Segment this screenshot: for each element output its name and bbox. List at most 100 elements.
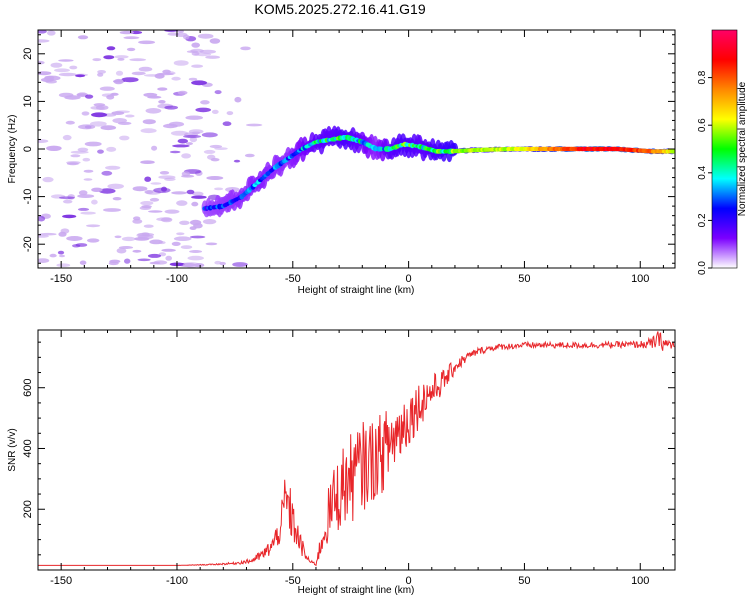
- spectrogram-noise-blob: [245, 123, 263, 127]
- spectrogram-noise-blob: [169, 150, 181, 154]
- spectrogram-noise-blob: [161, 248, 176, 252]
- spectrogram-noise-blob: [232, 262, 248, 267]
- spectrogram-noise-blob: [114, 55, 129, 59]
- snr-y-label: SNR (v/v): [7, 428, 18, 471]
- spectrogram-noise-blob: [182, 262, 201, 268]
- spectrogram-noise-blob: [171, 241, 181, 246]
- spectrogram-ridge-core: [671, 149, 675, 154]
- spectrogram-noise-blob: [91, 187, 103, 192]
- spectrogram-noise-blob: [119, 30, 134, 35]
- spectrogram-noise-blob: [191, 42, 200, 48]
- spectrogram-noise-blob: [132, 219, 143, 224]
- spectrogram-noise-blob: [189, 136, 198, 143]
- colorbar-gradient: [712, 30, 737, 268]
- spectrogram-noise-blob: [70, 154, 81, 158]
- spectrogram-noise-blob: [156, 217, 172, 222]
- spectrogram-noise-blob: [206, 176, 224, 180]
- spectrogram-noise-blob: [38, 39, 50, 43]
- spectrogram-noise-blob: [125, 114, 135, 118]
- spectrogram-noise-blob: [113, 78, 124, 85]
- spectrogram-noise-blob: [186, 142, 193, 146]
- spectrogram-noise-blob: [82, 157, 91, 162]
- spectrogram-noise-blob: [85, 94, 94, 99]
- spectrogram-noise-blob: [226, 111, 234, 116]
- colorbar-ticks: 0.0 0.2 0.4 0.6 0.8: [697, 70, 712, 275]
- spectrogram-noise-blob: [140, 160, 155, 164]
- spectrogram-noise-blob: [38, 60, 45, 65]
- spectrogram-noise-blob: [186, 189, 195, 195]
- colorbar-tick-label: 0.2: [697, 213, 708, 227]
- spectrogram-x-tick-label: -100: [166, 273, 188, 285]
- spectrogram-noise-blob: [107, 183, 124, 189]
- spectrogram-noise-blob: [80, 211, 96, 215]
- spectrogram-noise-blob: [149, 239, 163, 245]
- spectrogram-noise-blob: [131, 71, 146, 76]
- snr-x-tick-label: 50: [518, 575, 530, 587]
- spectrogram-noise-blob: [78, 190, 88, 196]
- spectrogram-noise-blob: [189, 226, 197, 231]
- spectrogram-noise-blob: [117, 58, 125, 61]
- spectrogram-noise-blob: [189, 235, 206, 239]
- spectrogram-noise-blob: [138, 40, 156, 45]
- spectrogram-noise-blob: [185, 115, 203, 120]
- spectrogram-noise-blob: [150, 182, 162, 185]
- spectrogram-noise-blob: [165, 255, 172, 261]
- spectrogram-y-tick-label: -20: [22, 236, 34, 252]
- spectrogram-noise-blob: [39, 232, 57, 236]
- spectrogram-noise-blob: [205, 55, 221, 59]
- spectrogram-noise-blob: [140, 128, 157, 134]
- spectrogram-noise-blob: [211, 109, 219, 114]
- spectrogram-noise-blob: [69, 65, 78, 70]
- spectrogram-noise-blob: [191, 201, 199, 207]
- spectrogram-noise-blob: [132, 249, 142, 253]
- spectrogram-noise-blob: [114, 235, 122, 239]
- spectrogram-noise-blob: [62, 199, 73, 204]
- snr-x-label: Height of straight line (km): [298, 585, 415, 596]
- spectrogram-noise-blob: [153, 260, 168, 265]
- spectrogram-noise-blob: [121, 77, 139, 83]
- snr-plot-area: [38, 330, 675, 570]
- spectrogram-noise-blob: [181, 171, 191, 177]
- spectrogram-noise-blob: [180, 245, 193, 250]
- spectrogram-noise-blob: [119, 135, 130, 141]
- spectrogram-noise-blob: [66, 236, 83, 241]
- spectrogram-noise-blob: [91, 112, 108, 118]
- spectrogram-noise-blob: [97, 149, 104, 154]
- snr-panel: -150 -100 -50 0 50 100 200 400 600 Height of st…: [7, 329, 676, 596]
- spectrogram-noise-blob: [84, 141, 102, 147]
- spectrogram-noise-blob: [209, 38, 221, 44]
- spectrogram-noise-blob: [181, 153, 192, 159]
- spectrogram-x-tick-label: 100: [631, 273, 649, 285]
- spectrogram-y-tick-label: 10: [22, 95, 34, 107]
- spectrogram-noise-blob: [222, 121, 232, 126]
- colorbar: 0.0 0.2 0.4 0.6 0.8 Normalized spectral ampl…: [697, 29, 748, 275]
- spectrogram-noise-blob: [162, 69, 171, 74]
- spectrogram-noise-blob: [143, 224, 154, 228]
- snr-y-tick-label: 400: [22, 439, 34, 457]
- spectrogram-noise-blob: [66, 161, 81, 165]
- spectrogram-noise-blob: [147, 253, 162, 258]
- spectrogram-noise-blob: [124, 258, 131, 264]
- spectrogram-noise-blob: [176, 232, 185, 236]
- colorbar-frame: [711, 29, 738, 269]
- spectrogram-noise-blob: [50, 62, 63, 68]
- spectrogram-noise-blob: [189, 219, 202, 226]
- spectrogram-noise-blob: [64, 95, 81, 100]
- spectrogram-noise-blob: [77, 194, 95, 199]
- snr-y-tick-label: 600: [22, 379, 34, 397]
- spectrogram-noise-blob: [140, 201, 154, 206]
- spectrogram-y-label: Frequency (Hz): [7, 115, 18, 184]
- spectrogram-noise-blob: [170, 130, 189, 136]
- spectrogram-noise-blob: [234, 96, 242, 103]
- spectrogram-noise-blob: [79, 260, 87, 265]
- spectrogram-noise-blob: [92, 58, 102, 62]
- spectrogram-noise-blob: [157, 87, 168, 91]
- spectrogram-noise-blob: [172, 144, 190, 148]
- spectrogram-noise-blob: [209, 144, 223, 149]
- spectrogram-noise-blob: [214, 90, 222, 95]
- spectrogram-noise-blob: [190, 48, 204, 53]
- snr-x-tick-label: 0: [406, 575, 412, 587]
- snr-y-ticks: 200 400 600: [22, 341, 675, 571]
